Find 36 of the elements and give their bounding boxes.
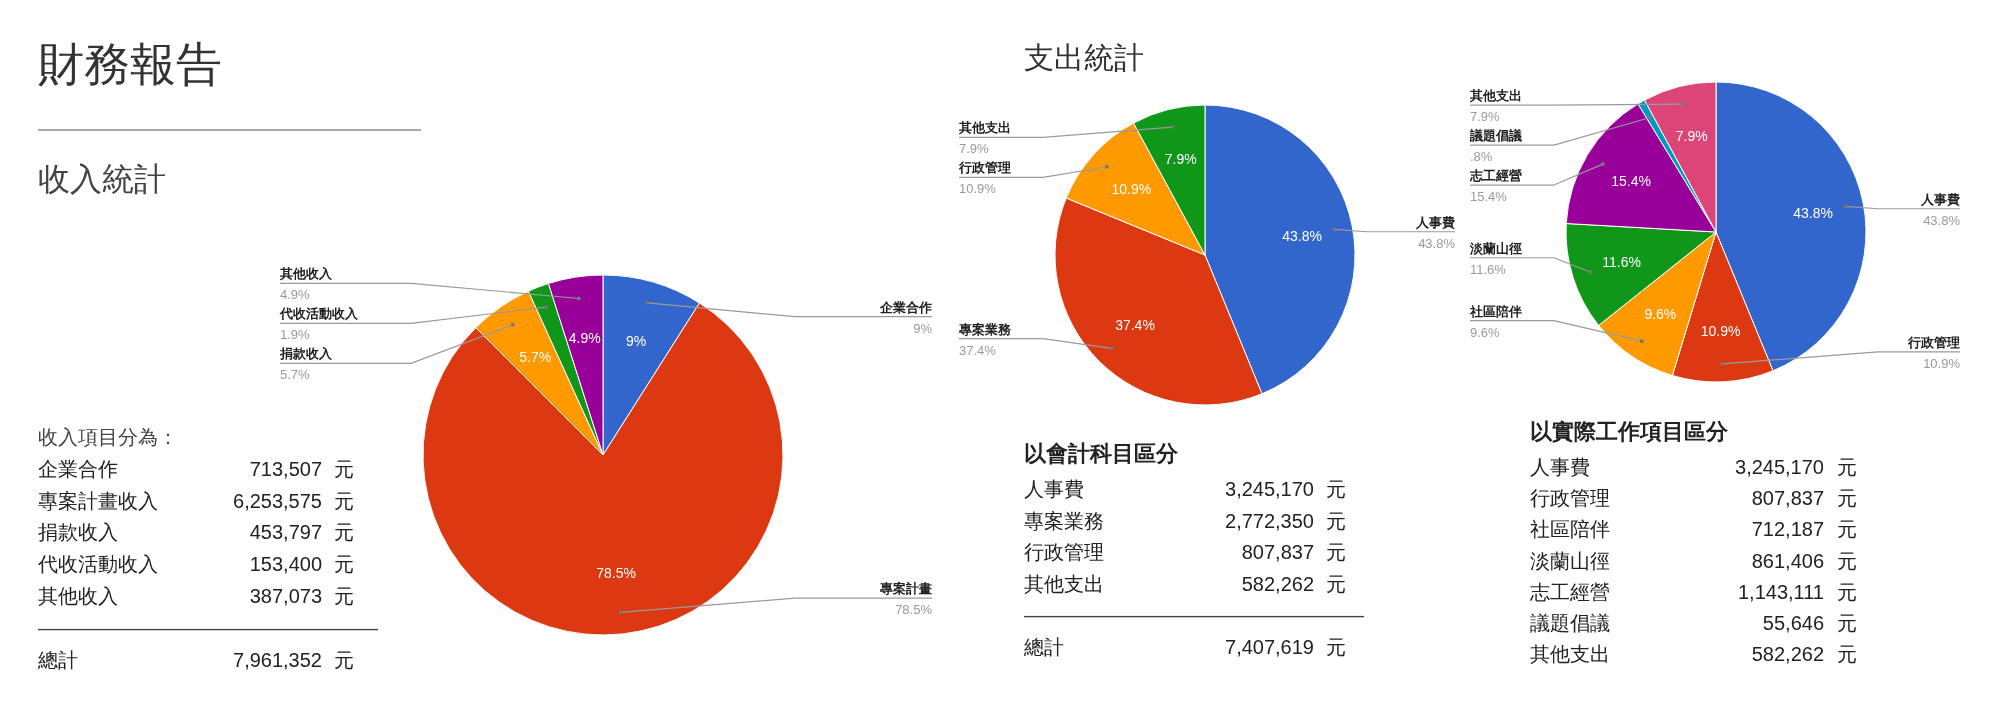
data-label: 10.9% [1700, 322, 1741, 339]
slice-label: 行政管理 [958, 160, 1011, 176]
slice-label: 專案業務 [958, 321, 1012, 337]
subtitle: 收入統計 [38, 161, 166, 197]
data-label: 37.4% [1115, 317, 1155, 333]
title: 以實際工作項目區分 [1530, 419, 1728, 444]
slice-label: 其他支出 [1469, 88, 1522, 104]
slice-label: 人事費 [1920, 191, 1960, 207]
data-label: 4.9% [568, 329, 601, 346]
slice-label: 議題倡議 [1469, 128, 1522, 144]
data-label: 9.6% [1644, 305, 1677, 322]
slice-label: 專案計畫 [879, 581, 932, 597]
title: 財務報告 [38, 38, 222, 90]
data-label: 9% [626, 332, 647, 349]
slice-label: 淡蘭山徑 [1469, 240, 1522, 256]
data-label: 43.8% [1793, 204, 1833, 221]
data-label: 11.6% [1602, 254, 1641, 270]
data-label: 15.4% [1611, 173, 1651, 190]
slice-label: 行政管理 [1907, 334, 1960, 350]
title: 支出統計 [1024, 41, 1144, 74]
data-label: 78.5% [596, 565, 636, 582]
data-label: 5.7% [519, 349, 552, 366]
data-label: 1.9% [280, 327, 311, 343]
data-label: 43.8% [1282, 227, 1322, 244]
slice-label: 代收活動收入 [279, 306, 359, 322]
data-label: 10.9% [1111, 180, 1152, 197]
slice-label: 捐款收入 [279, 346, 333, 362]
slice-label: 志工經營 [1469, 168, 1522, 184]
slice-label: 其他收入 [279, 266, 333, 282]
slice-label: 人事費 [1415, 214, 1455, 230]
slice-label: 其他支出 [958, 120, 1011, 136]
data-label: .8% [1470, 149, 1493, 165]
slice-label: 社區陪伴 [1469, 303, 1522, 319]
slice-label: 企業合作 [879, 299, 932, 315]
title: 以會計科目區分 [1024, 441, 1178, 466]
data-label: 7.9% [1675, 128, 1708, 145]
